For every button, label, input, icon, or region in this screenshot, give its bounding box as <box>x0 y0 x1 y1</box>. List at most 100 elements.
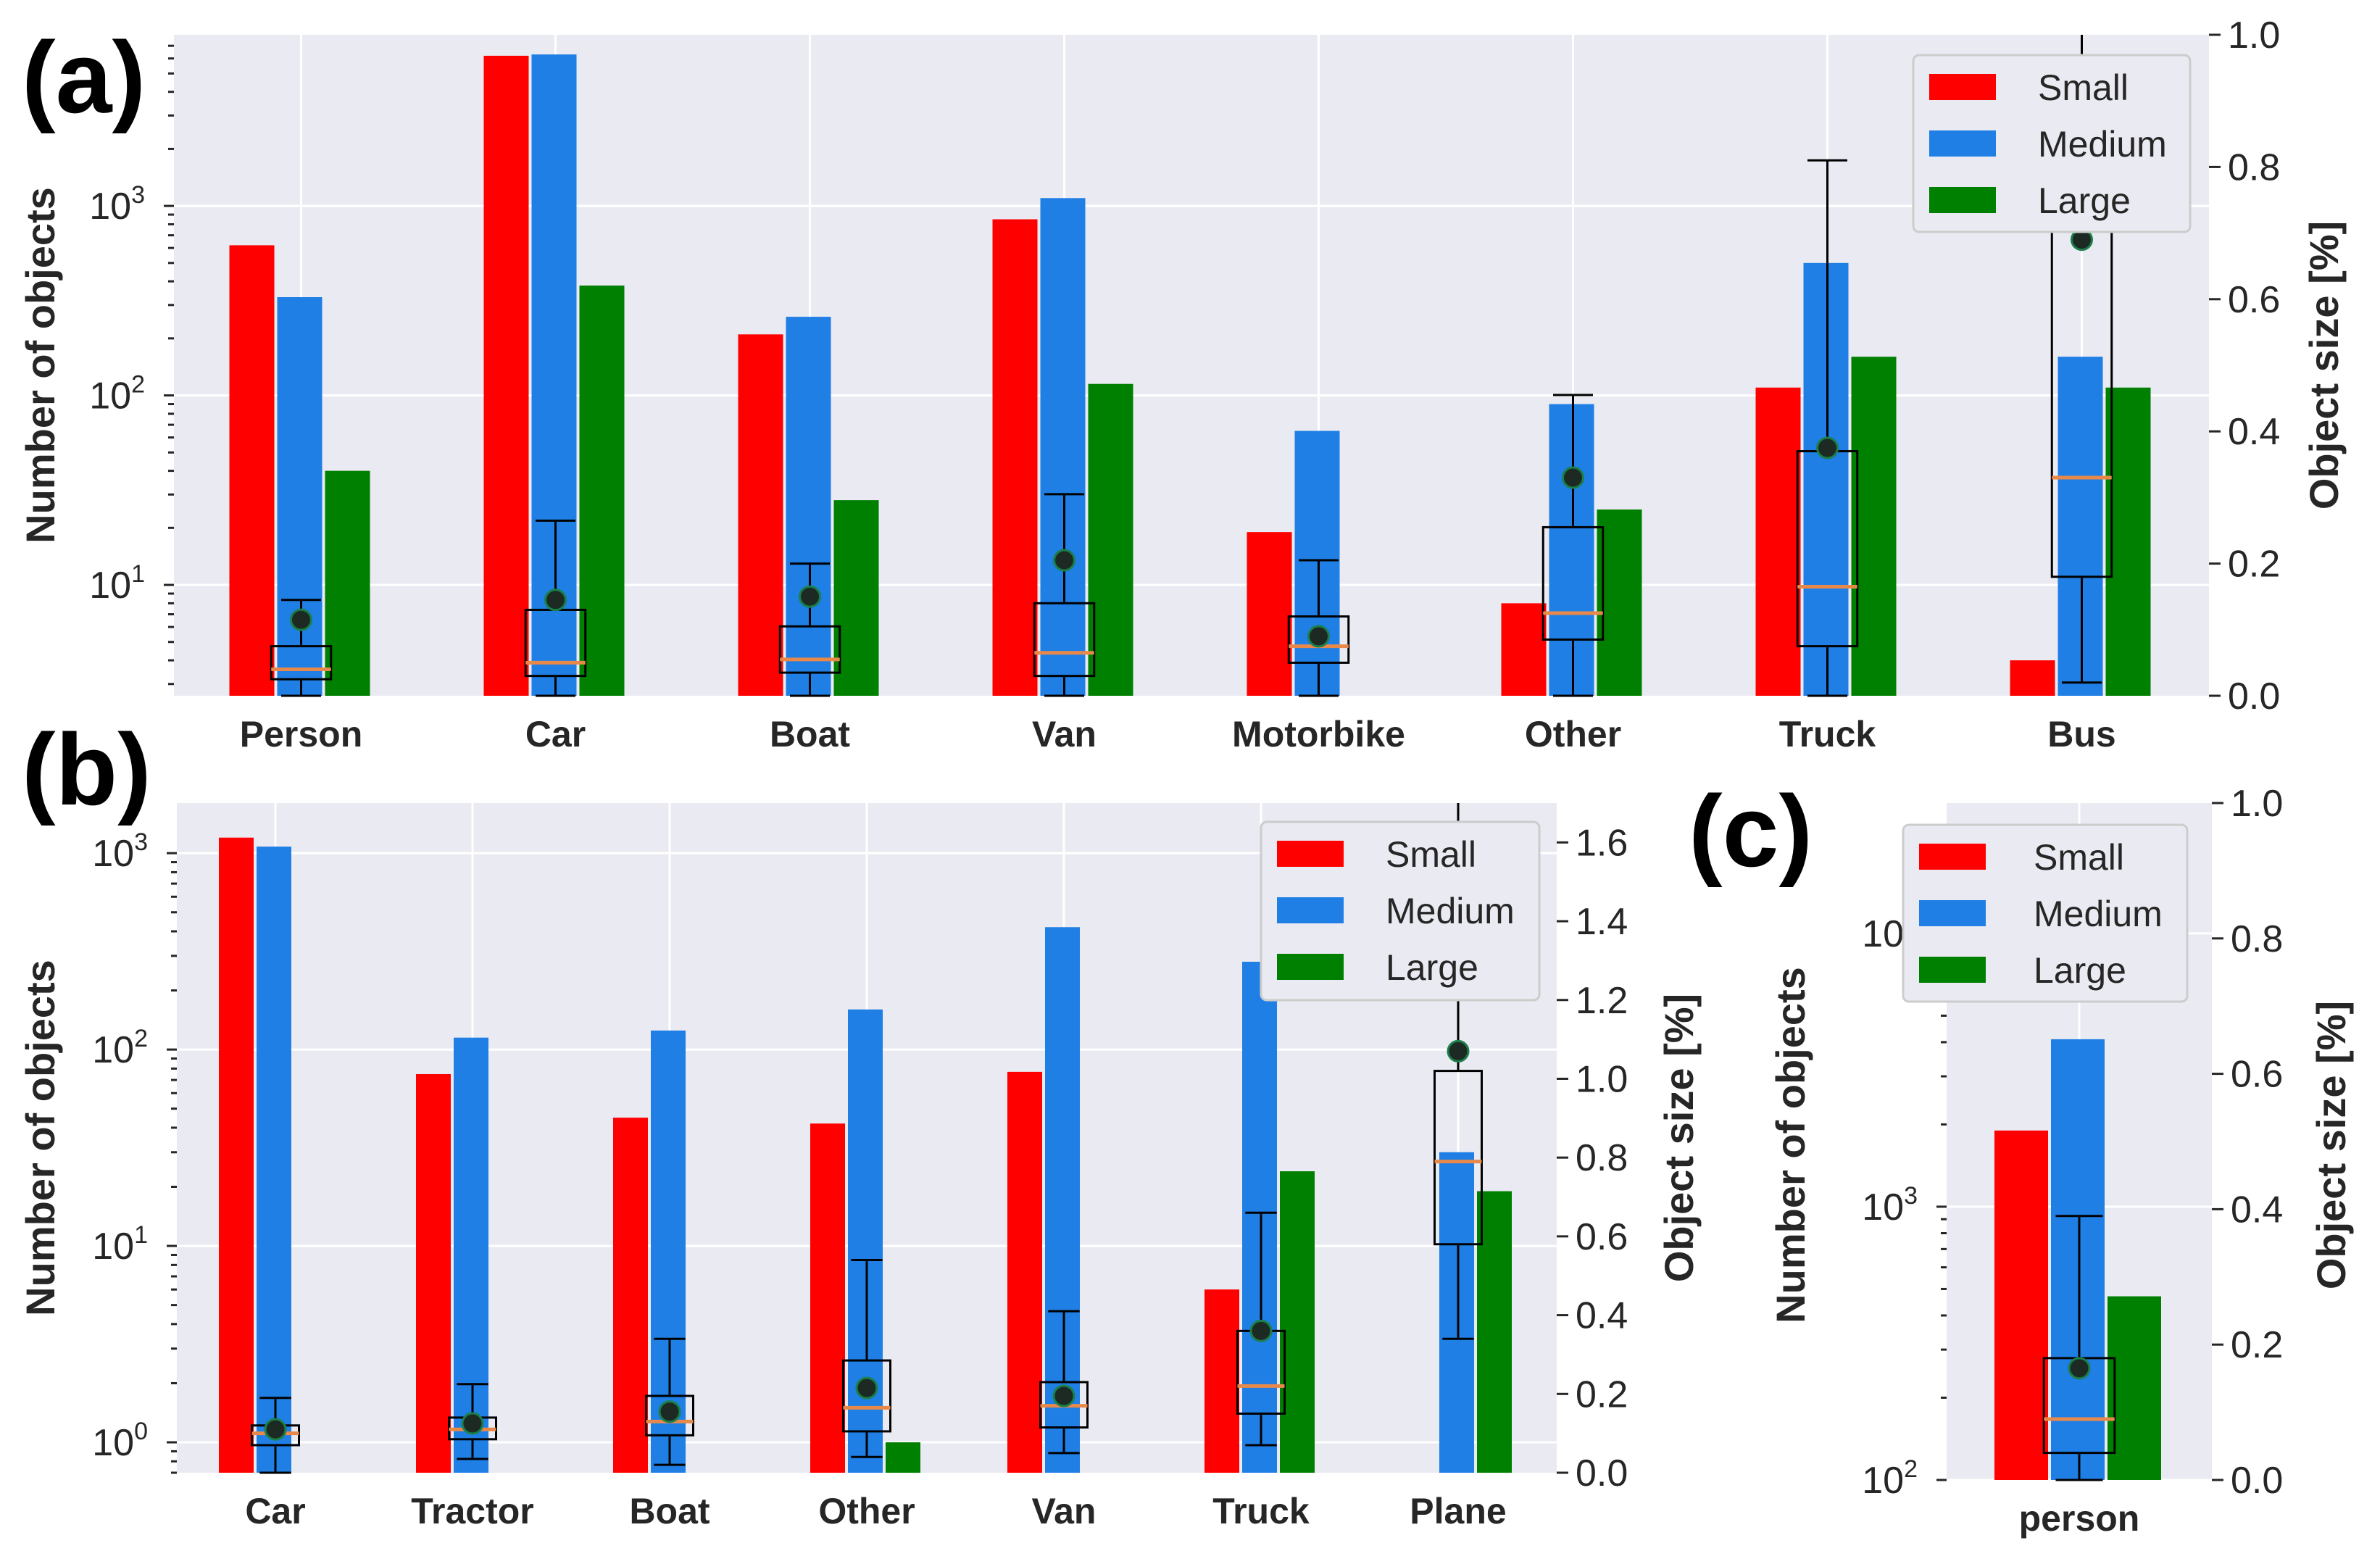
boxplot-van <box>1039 1310 1089 1455</box>
y2-tick-label: 0.4 <box>2231 1189 2283 1231</box>
mean-marker <box>855 1376 878 1400</box>
box-iqr <box>842 1359 891 1433</box>
panel-label: (c) <box>1689 774 1813 888</box>
boxplot-person <box>270 599 333 697</box>
x-tick-label: Boat <box>629 1491 710 1531</box>
y-tick-label: 102 <box>89 371 145 417</box>
bar-medium-tractor <box>454 1037 488 1473</box>
boxplot-truck <box>1796 159 1859 697</box>
bar-large-truck <box>1851 357 1897 696</box>
panel-b: Car Tractor Boat Other Van Truck Plane 100 101 10… <box>17 712 1702 1531</box>
boxplot-car <box>524 519 587 697</box>
bar-medium-truck <box>1242 961 1277 1473</box>
mean-marker <box>1562 466 1584 489</box>
bar-medium-boat <box>651 1030 686 1473</box>
y2-tick-label: 0.0 <box>2231 1460 2283 1502</box>
y2-tick-label: 0.8 <box>2231 918 2283 960</box>
y2-tick-label: 0.8 <box>2228 146 2280 188</box>
y2-tick-label: 1.0 <box>1576 1058 1628 1100</box>
y-tick-label: 103 <box>89 181 145 228</box>
y2-tick-label: 0.6 <box>2231 1054 2283 1096</box>
bar-small-truck <box>1204 1289 1239 1473</box>
bar-small-other <box>810 1123 845 1473</box>
bar-small-truck <box>1755 387 1801 696</box>
bar-medium-other <box>1549 404 1594 696</box>
x-tick-label: Other <box>818 1491 915 1531</box>
panel-label: (b) <box>22 712 151 826</box>
box-iqr <box>1033 602 1096 678</box>
bar-medium-boat <box>786 317 831 697</box>
legend-label-medium: Medium <box>1386 891 1515 931</box>
axes: Person Car Boat Van Motorbike Other Truck Bus 10… <box>89 14 2280 754</box>
y2-tick-label: 0.0 <box>2228 675 2280 718</box>
boxplot-motorbike <box>1287 559 1350 697</box>
y-axis-title: Number of objects <box>17 187 63 544</box>
legend-swatch-medium <box>1919 900 1986 926</box>
y2-tick-label: 0.4 <box>1576 1295 1628 1337</box>
bars <box>229 54 2151 697</box>
bar-small-person <box>229 245 275 696</box>
legend-label-large: Large <box>2034 950 2126 991</box>
panel-a: Person Car Boat Van Motorbike Other Truck Bus 10… <box>17 14 2347 754</box>
y2-tick-label: 1.4 <box>1576 901 1628 943</box>
mean-marker <box>1053 549 1075 572</box>
y2-tick-label: 0.6 <box>1576 1216 1628 1258</box>
bar-large-person <box>2108 1296 2161 1480</box>
panel-c: person1021031040.00.20.40.60.81.0 (c) Nu… <box>1689 774 2354 1539</box>
legend-swatch-small <box>1919 844 1986 870</box>
legend: Small Medium Large <box>1912 54 2192 233</box>
boxplot-car <box>251 1397 300 1474</box>
legend-swatch-medium <box>1929 130 1996 157</box>
bars <box>1994 1039 2161 1480</box>
legend-swatch-small <box>1929 74 1996 100</box>
bar-medium-car <box>257 847 291 1473</box>
x-tick-label: Truck <box>1212 1491 1310 1531</box>
y2-tick-label: 0.6 <box>2228 279 2280 321</box>
bar-small-person <box>1994 1130 2048 1480</box>
panel-label: (a) <box>22 20 146 134</box>
bar-medium-truck <box>1803 262 1849 696</box>
mean-marker <box>544 589 567 612</box>
y2-tick-label: 1.6 <box>1576 822 1628 864</box>
legend-label-large: Large <box>1386 947 1478 988</box>
legend-label-small: Small <box>2034 837 2124 878</box>
bar-medium-van <box>1040 198 1086 696</box>
bar-small-bus <box>2010 660 2055 696</box>
bar-medium-plane <box>1439 1152 1474 1473</box>
box-iqr <box>778 625 841 674</box>
y2-tick-label: 0.2 <box>2228 544 2280 586</box>
boxplot-tractor <box>448 1383 497 1460</box>
bar-small-boat <box>738 334 783 696</box>
x-tick-label: Plane <box>1410 1491 1506 1531</box>
legend-label-medium: Medium <box>2038 124 2167 165</box>
y-tick-label: 102 <box>1862 1455 1918 1502</box>
y2-tick-label: 0.8 <box>1576 1137 1628 1179</box>
mean-marker <box>290 608 312 631</box>
bar-large-other <box>886 1442 920 1473</box>
legend-swatch-small <box>1277 841 1344 867</box>
legend-label-small: Small <box>2038 67 2129 108</box>
mean-marker <box>1307 625 1330 648</box>
bar-large-truck <box>1280 1171 1315 1473</box>
x-tick-label: Boat <box>770 714 850 754</box>
bar-small-motorbike <box>1247 532 1292 696</box>
x-tick-label: Bus <box>2047 714 2115 754</box>
y-tick-label: 103 <box>1862 1182 1918 1228</box>
y-tick-label: 102 <box>92 1025 148 1071</box>
legend-label-small: Small <box>1386 834 1476 875</box>
box-iqr <box>1541 525 1605 641</box>
x-tick-label: Motorbike <box>1232 714 1405 754</box>
x-tick-label: Van <box>1032 714 1097 754</box>
legend-swatch-large <box>1929 187 1996 213</box>
bar-small-car <box>219 837 254 1473</box>
y2-tick-label: 0.0 <box>1576 1452 1628 1494</box>
legend-swatch-large <box>1919 957 1986 983</box>
boxplot-other <box>1541 394 1605 697</box>
box-iqr <box>1434 1070 1483 1246</box>
bar-large-boat <box>833 500 879 696</box>
y-tick-label: 101 <box>92 1221 148 1268</box>
axes: Car Tractor Boat Other Van Truck Plane 100 101 10… <box>92 822 1628 1531</box>
y2-axis-title: Object size [%] <box>2301 221 2347 510</box>
bar-medium-person <box>277 297 323 696</box>
